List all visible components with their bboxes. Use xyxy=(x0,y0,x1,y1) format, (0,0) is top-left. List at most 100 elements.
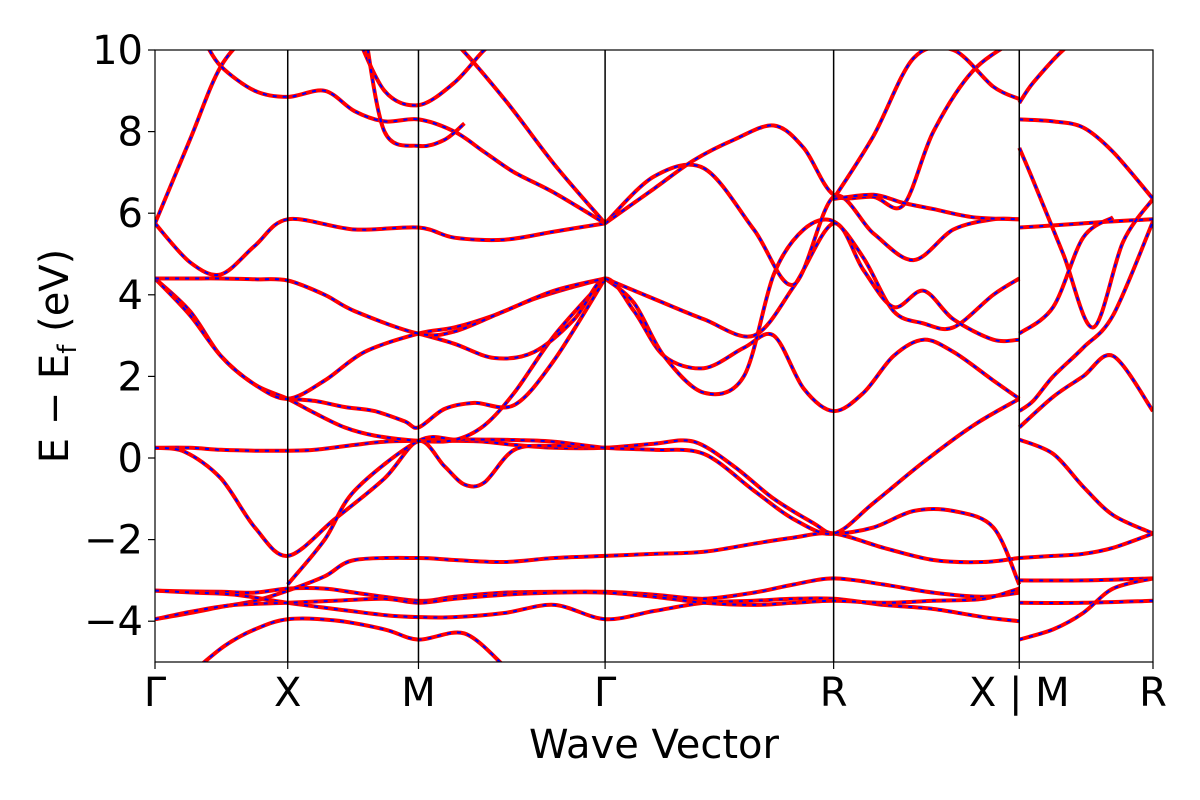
band-15-solid xyxy=(155,276,606,338)
band-22-dashed xyxy=(208,50,606,225)
band-13-dashed xyxy=(604,218,1020,396)
band-26 xyxy=(1018,220,1153,413)
band-8-dashed xyxy=(286,397,1020,586)
band-19-dashed xyxy=(832,50,1020,200)
band-22-solid xyxy=(207,50,607,226)
band-7-solid xyxy=(155,438,606,558)
band-35 xyxy=(1018,215,1115,336)
y-tick-label-1: −4 xyxy=(84,599,143,645)
band-25 xyxy=(1017,353,1153,429)
bands-layer xyxy=(155,50,1153,662)
band-15 xyxy=(155,276,606,338)
x-tick-label-4: Γ xyxy=(594,670,617,716)
x-tick-label-7: R xyxy=(1139,670,1167,716)
band-17-dashed xyxy=(604,163,1020,286)
band-6-solid xyxy=(155,438,1022,586)
band-27-solid xyxy=(1018,437,1153,536)
band-18 xyxy=(603,50,1004,226)
band-14-dashed xyxy=(604,222,1020,343)
band-29 xyxy=(1019,576,1153,583)
band-18-solid xyxy=(603,50,1004,226)
plot-frame xyxy=(154,49,1154,663)
band-30 xyxy=(1019,598,1153,605)
band-22 xyxy=(207,50,607,226)
band-2 xyxy=(155,576,1020,603)
band-16 xyxy=(155,216,606,277)
band-21 xyxy=(155,50,607,225)
band-5-solid xyxy=(201,616,503,662)
band-2-solid xyxy=(155,576,1020,603)
band-12-solid xyxy=(417,276,1021,414)
band-4 xyxy=(155,586,1020,622)
band-3 xyxy=(155,588,1020,624)
y-tick-label-6: 6 xyxy=(118,191,143,237)
x-tick-label-2: X xyxy=(274,670,301,716)
band-14 xyxy=(604,221,1020,344)
band-28 xyxy=(1019,531,1153,560)
band-28-solid xyxy=(1019,531,1153,560)
band-36-dashed xyxy=(1018,50,1065,104)
x-tick-label-5: R xyxy=(820,670,848,716)
band-35-dashed xyxy=(1018,216,1114,335)
band-32-dashed xyxy=(1019,218,1153,229)
band-6-dashed xyxy=(155,439,1021,585)
y-tick-label-7: 8 xyxy=(118,110,143,156)
x-axis-ticks: Γ X M Γ R X | M R xyxy=(144,662,1167,716)
x-tick-label-3: M xyxy=(401,670,436,716)
band-17 xyxy=(603,162,1020,287)
band-32 xyxy=(1019,217,1153,230)
band-13 xyxy=(603,217,1021,397)
band-4-solid xyxy=(155,586,1020,622)
band-31-solid xyxy=(1018,576,1153,642)
band-34 xyxy=(1019,117,1153,201)
y-axis-ticks: −4 −2 0 2 4 6 8 10 xyxy=(84,28,155,645)
band-20-solid xyxy=(833,192,1020,222)
band-31 xyxy=(1018,576,1153,642)
y-axis-title-unit: (eV) xyxy=(32,249,78,345)
high-symmetry-lines xyxy=(286,50,1021,662)
band-20 xyxy=(833,192,1020,222)
y-axis-title: E − Ef (eV) xyxy=(32,249,83,464)
band-30-dashed xyxy=(1019,599,1153,604)
band-27-dashed xyxy=(1018,438,1153,535)
band-29-dashed xyxy=(1019,577,1153,582)
y-tick-label-2: −2 xyxy=(84,518,143,564)
x-axis-title: Wave Vector xyxy=(529,722,780,768)
band-16-dashed xyxy=(155,217,606,276)
band-7-dashed xyxy=(155,439,606,557)
band-12 xyxy=(417,276,1021,414)
band-8 xyxy=(286,397,1021,586)
band-18-dashed xyxy=(604,50,1002,225)
y-tick-label-5: 4 xyxy=(118,273,143,319)
band-26-dashed xyxy=(1018,221,1153,412)
band-36 xyxy=(1017,50,1067,105)
band-21-dashed xyxy=(155,50,606,225)
band-28-dashed xyxy=(1019,532,1153,559)
y-tick-label-4: 2 xyxy=(118,354,143,400)
band-19-solid xyxy=(831,50,1021,200)
band-36-solid xyxy=(1017,50,1067,105)
band-34-solid xyxy=(1019,117,1153,201)
band-24 xyxy=(365,50,466,149)
y-axis-title-main: E − E xyxy=(32,354,78,464)
band-24-dashed xyxy=(366,50,466,148)
band-5 xyxy=(201,616,503,662)
band-7 xyxy=(155,438,606,558)
band-6 xyxy=(155,438,1022,586)
x-tick-label-1: Γ xyxy=(144,670,167,716)
y-tick-label-8: 10 xyxy=(92,28,143,74)
band-31-dashed xyxy=(1018,577,1153,641)
band-25-dashed xyxy=(1018,354,1153,429)
band-12-dashed xyxy=(418,277,1020,413)
band-27 xyxy=(1018,437,1153,536)
band-23 xyxy=(361,50,488,108)
band-16-solid xyxy=(155,216,606,277)
band-15-dashed xyxy=(155,277,606,337)
band-33-solid xyxy=(1017,147,1153,330)
y-axis-title-sub: f xyxy=(53,344,83,354)
x-tick-label-6: X | M xyxy=(969,670,1070,716)
y-tick-label-3: 0 xyxy=(118,436,143,482)
band-34-dashed xyxy=(1019,118,1153,200)
band-23-solid xyxy=(361,50,488,108)
